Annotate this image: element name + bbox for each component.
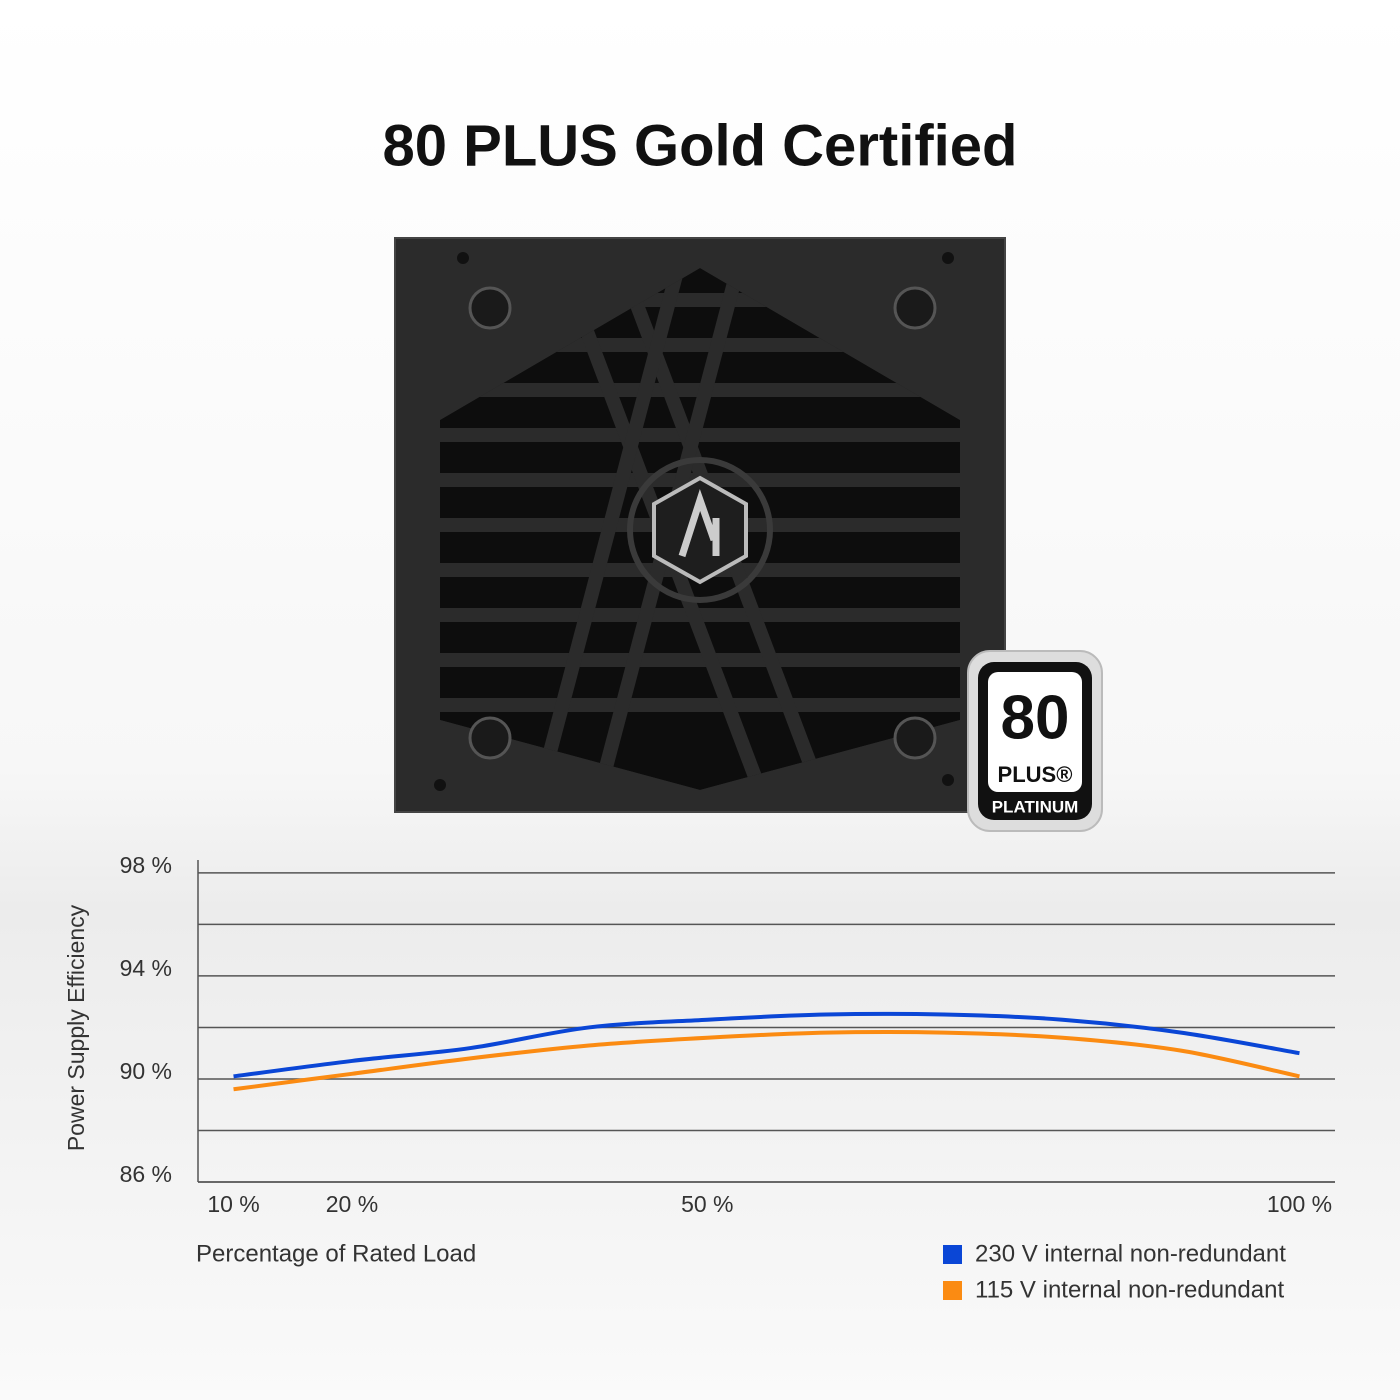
x-axis-label: Percentage of Rated Load bbox=[196, 1240, 476, 1267]
x-tick-label: 20 % bbox=[326, 1191, 378, 1217]
legend-label: 115 V internal non-redundant bbox=[975, 1276, 1284, 1303]
series-line bbox=[233, 1011, 1300, 1079]
x-tick-label: 50 % bbox=[681, 1191, 733, 1217]
page-title: 80 PLUS Gold Certified bbox=[383, 113, 1018, 178]
legend-swatch bbox=[943, 1281, 962, 1300]
y-tick-label: 94 % bbox=[120, 955, 172, 981]
y-tick-label: 86 % bbox=[120, 1161, 172, 1187]
efficiency-chart: Power Supply Efficiency Percentage of Ra… bbox=[63, 852, 1335, 1303]
y-axis-label: Power Supply Efficiency bbox=[63, 904, 89, 1151]
legend-swatch bbox=[943, 1245, 962, 1264]
legend-label: 230 V internal non-redundant bbox=[975, 1240, 1286, 1267]
badge-brand: PLUS® bbox=[998, 762, 1073, 787]
badge-level: PLATINUM bbox=[992, 797, 1079, 816]
psu bbox=[394, 237, 1006, 813]
x-tick-label: 10 % bbox=[207, 1191, 259, 1217]
y-tick-label: 90 % bbox=[120, 1058, 172, 1084]
x-tick-label: 100 % bbox=[1267, 1191, 1332, 1217]
certification-badge: 80 PLUS® PLATINUM bbox=[967, 650, 1103, 832]
y-tick-label: 98 % bbox=[120, 852, 172, 878]
badge-number: 80 bbox=[1001, 683, 1070, 752]
series-line bbox=[233, 1029, 1300, 1092]
